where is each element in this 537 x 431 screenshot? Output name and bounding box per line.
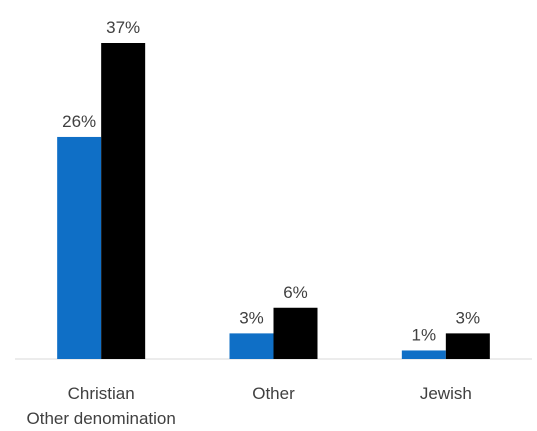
category-label-christian-line-2: Other denomination: [27, 409, 176, 428]
data-label-other-series-2: 6%: [283, 283, 308, 302]
bar-jewish-series-1: [401, 350, 446, 359]
bar-christian-series-2: [101, 43, 146, 359]
bar-jewish-series-2: [445, 333, 490, 359]
category-label-other: Other: [252, 384, 295, 403]
bar-other-series-1: [229, 333, 274, 359]
data-label-jewish-series-1: 1%: [412, 325, 437, 344]
category-label-jewish: Jewish: [420, 384, 472, 403]
data-label-other-series-1: 3%: [239, 308, 264, 327]
bar-other-series-2: [273, 307, 318, 359]
bar-christian-series-1: [57, 136, 102, 359]
data-label-christian-series-2: 37%: [106, 18, 140, 37]
data-label-jewish-series-2: 3%: [456, 308, 481, 327]
data-label-christian-series-1: 26%: [62, 112, 96, 131]
category-label-christian-line-1: Christian: [68, 384, 135, 403]
